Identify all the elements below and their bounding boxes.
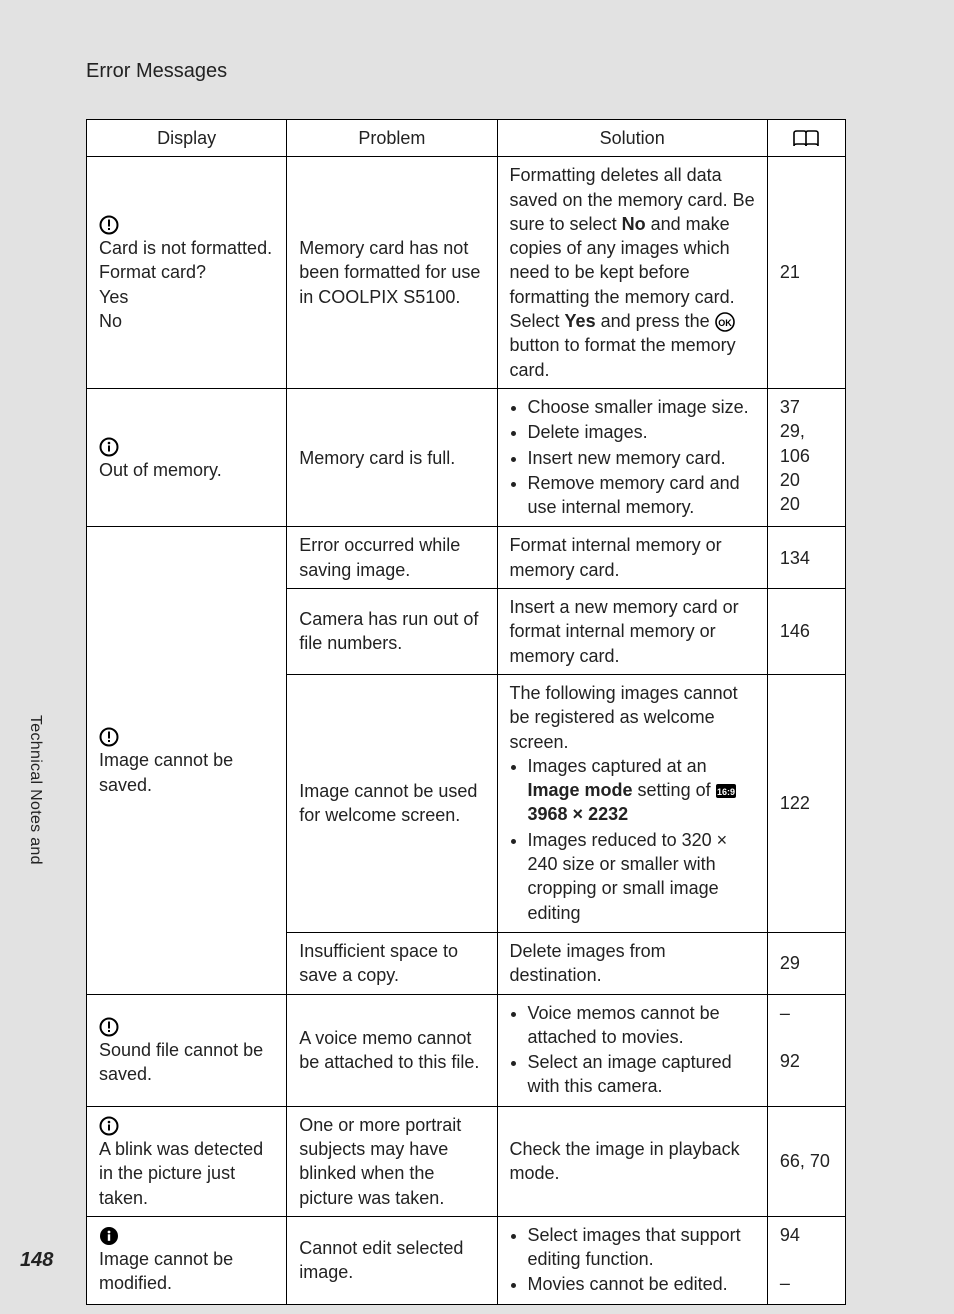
cell-problem: One or more portrait subjects may have b…	[287, 1106, 497, 1216]
list-item: Insert new memory card.	[528, 446, 757, 470]
list-item: Images reduced to 320 × 240 size or smal…	[528, 828, 757, 925]
cell-problem: Insufficient space to save a copy.	[287, 932, 497, 994]
page-ref: 29, 106	[780, 421, 810, 465]
cell-page-ref: – 92	[767, 994, 845, 1106]
bold: No	[622, 214, 646, 234]
bold: 3968 × 2232	[528, 804, 629, 824]
cell-page-ref: 66, 70	[767, 1106, 845, 1216]
page-ref: 20	[780, 494, 800, 514]
display-text: Yes	[99, 287, 128, 307]
error-table: Display Problem Solution Card is not for…	[86, 119, 846, 1305]
list-item: Remove memory card and use internal memo…	[528, 471, 757, 520]
display-text: Image cannot be saved.	[99, 750, 233, 794]
cell-solution: Delete images from destination.	[497, 932, 767, 994]
display-text: No	[99, 311, 122, 331]
list-item: Select an image captured with this camer…	[528, 1050, 757, 1099]
cell-solution: Check the image in playback mode.	[497, 1106, 767, 1216]
cell-solution: Insert a new memory card or format inter…	[497, 589, 767, 675]
cell-page-ref: 29	[767, 932, 845, 994]
list-item: Voice memos cannot be attached to movies…	[528, 1001, 757, 1050]
table-row: Out of memory. Memory card is full. Choo…	[87, 388, 846, 526]
cell-solution: Choose smaller image size. Delete images…	[497, 388, 767, 526]
bold: Image mode	[528, 780, 633, 800]
warning-icon	[99, 727, 119, 747]
table-row: Card is not formatted. Format card? Yes …	[87, 157, 846, 389]
list-item: Select images that support editing funct…	[528, 1223, 757, 1272]
display-text: Out of memory.	[99, 460, 222, 480]
cell-solution: The following images cannot be registere…	[497, 674, 767, 932]
display-text: A blink was detected in the picture just…	[99, 1139, 263, 1208]
info-solid-icon	[99, 1226, 119, 1246]
cell-page-ref: 122	[767, 674, 845, 932]
list-item: Movies cannot be edited.	[528, 1272, 757, 1296]
page-ref: 37	[780, 397, 800, 417]
page-ref: 21	[780, 262, 800, 282]
cell-page-ref: 146	[767, 589, 845, 675]
warning-icon	[99, 215, 119, 235]
svg-text:16:9: 16:9	[717, 787, 735, 797]
th-page-ref	[767, 120, 845, 157]
display-text: Card is not formatted.	[99, 238, 272, 258]
page-title: Error Messages	[86, 60, 874, 83]
cell-problem: Error occurred while saving image.	[287, 527, 497, 589]
table-row: A blink was detected in the picture just…	[87, 1106, 846, 1216]
book-icon	[793, 130, 819, 148]
image-ratio-icon: 16:9	[716, 784, 736, 798]
warning-icon	[99, 1017, 119, 1037]
cell-solution: Formatting deletes all data saved on the…	[497, 157, 767, 389]
cell-display: Card is not formatted. Format card? Yes …	[87, 157, 287, 389]
cell-display: A blink was detected in the picture just…	[87, 1106, 287, 1216]
th-display: Display	[87, 120, 287, 157]
text: and press the	[596, 311, 715, 331]
info-icon	[99, 1116, 119, 1136]
cell-solution: Select images that support editing funct…	[497, 1216, 767, 1304]
list-item: Images captured at an Image mode setting…	[528, 754, 757, 827]
cell-problem: Camera has run out of file numbers.	[287, 589, 497, 675]
text: Images captured at an	[528, 756, 707, 776]
ok-button-icon: OK	[715, 312, 735, 332]
page-ref: 20	[780, 470, 800, 490]
cell-problem: Memory card has not been formatted for u…	[287, 157, 497, 389]
page-ref: –	[780, 1003, 790, 1023]
list-item: Delete images.	[528, 420, 757, 444]
cell-problem: Memory card is full.	[287, 388, 497, 526]
cell-solution: Format internal memory or memory card.	[497, 527, 767, 589]
display-text: Image cannot be modified.	[99, 1249, 233, 1293]
page-number: 148	[20, 1249, 53, 1272]
cell-solution: Voice memos cannot be attached to movies…	[497, 994, 767, 1106]
page-ref: 94	[780, 1225, 800, 1245]
info-icon	[99, 437, 119, 457]
table-header-row: Display Problem Solution	[87, 120, 846, 157]
svg-text:OK: OK	[718, 318, 732, 328]
display-text: Format card?	[99, 262, 206, 282]
list-item: Choose smaller image size.	[528, 395, 757, 419]
cell-page-ref: 21	[767, 157, 845, 389]
table-row: Image cannot be modified. Cannot edit se…	[87, 1216, 846, 1304]
th-problem: Problem	[287, 120, 497, 157]
cell-problem: Image cannot be used for welcome screen.	[287, 674, 497, 932]
cell-display: Image cannot be saved.	[87, 527, 287, 994]
display-text: Sound file cannot be saved.	[99, 1040, 263, 1084]
text: button to format the memory card.	[510, 335, 736, 379]
table-row: Sound file cannot be saved. A voice memo…	[87, 994, 846, 1106]
text: The following images cannot be registere…	[510, 683, 738, 752]
page-ref: –	[780, 1273, 790, 1293]
cell-display: Out of memory.	[87, 388, 287, 526]
side-tab	[14, 870, 54, 960]
page-ref: 92	[780, 1051, 800, 1071]
bold: Yes	[565, 311, 596, 331]
cell-problem: Cannot edit selected image.	[287, 1216, 497, 1304]
text: setting of	[633, 780, 716, 800]
cell-problem: A voice memo cannot be attached to this …	[287, 994, 497, 1106]
cell-page-ref: 94 –	[767, 1216, 845, 1304]
th-solution: Solution	[497, 120, 767, 157]
cell-display: Sound file cannot be saved.	[87, 994, 287, 1106]
cell-page-ref: 37 29, 106 20 20	[767, 388, 845, 526]
table-row: Image cannot be saved. Error occurred wh…	[87, 527, 846, 589]
cell-display: Image cannot be modified.	[87, 1216, 287, 1304]
cell-page-ref: 134	[767, 527, 845, 589]
